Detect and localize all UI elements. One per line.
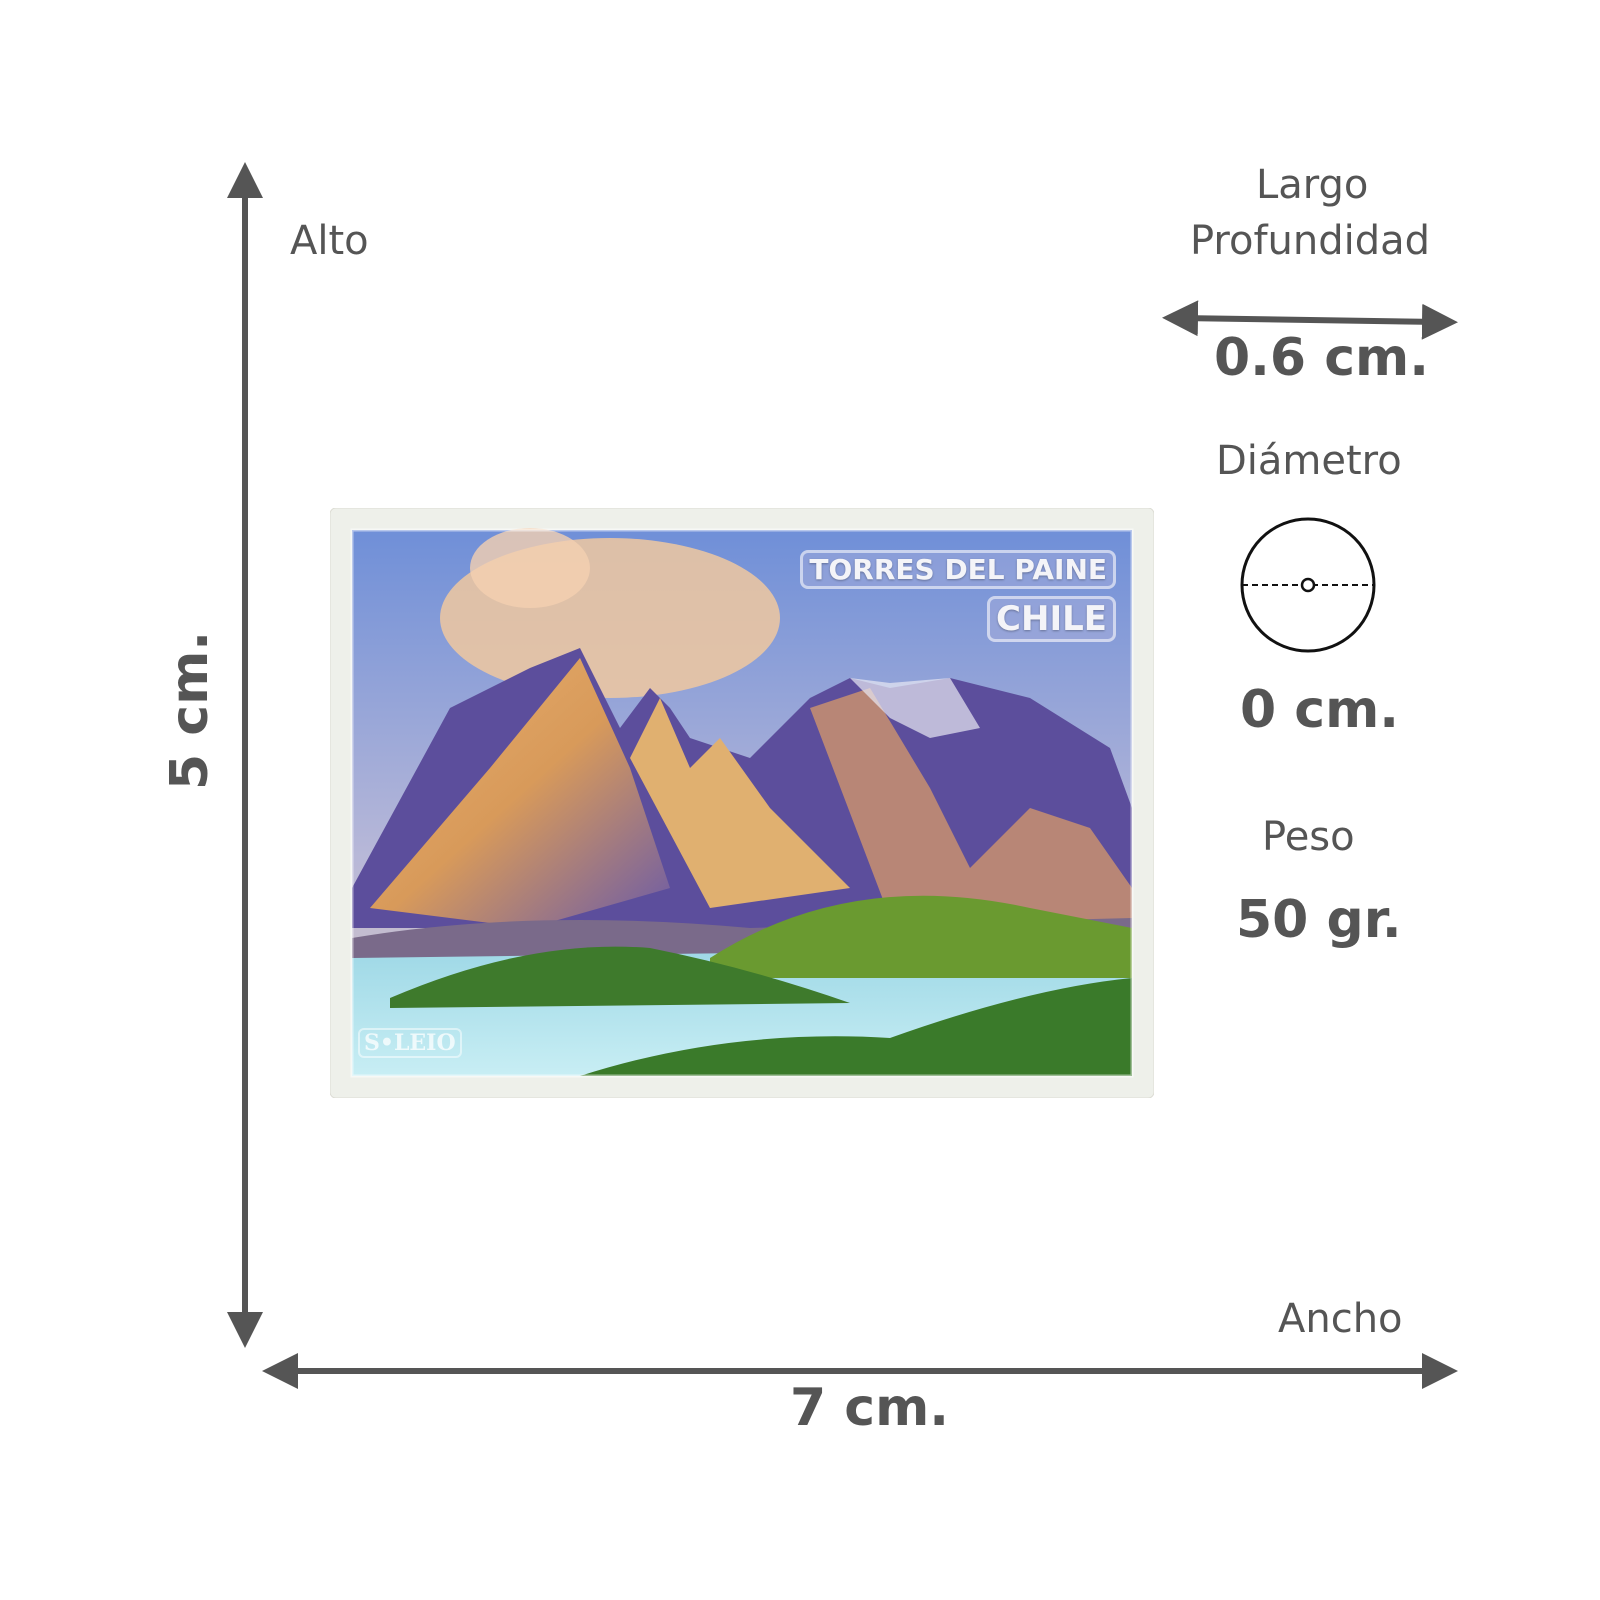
magnet-title-line2: CHILE — [987, 596, 1116, 642]
diameter-value: 0 cm. — [1240, 680, 1400, 740]
diameter-label: Diámetro — [1216, 438, 1402, 484]
depth-value: 0.6 cm. — [1214, 328, 1429, 388]
height-label: Alto — [290, 218, 369, 264]
depth-label-profundidad: Profundidad — [1190, 218, 1431, 264]
brand-logo: S•LEIO — [358, 1028, 462, 1058]
magnet-title-line1: TORRES DEL PAINE — [800, 550, 1116, 589]
depth-arrow — [1162, 300, 1458, 340]
depth-label-largo: Largo — [1256, 162, 1369, 208]
width-label: Ancho — [1278, 1296, 1403, 1342]
width-value: 7 cm. — [790, 1378, 950, 1438]
weight-value: 50 gr. — [1236, 890, 1402, 950]
weight-label: Peso — [1262, 814, 1355, 860]
product-magnet-image: TORRES DEL PAINE CHILE S•LEIO — [330, 508, 1154, 1098]
diameter-icon — [1240, 517, 1376, 653]
height-value: 5 cm. — [160, 630, 220, 790]
